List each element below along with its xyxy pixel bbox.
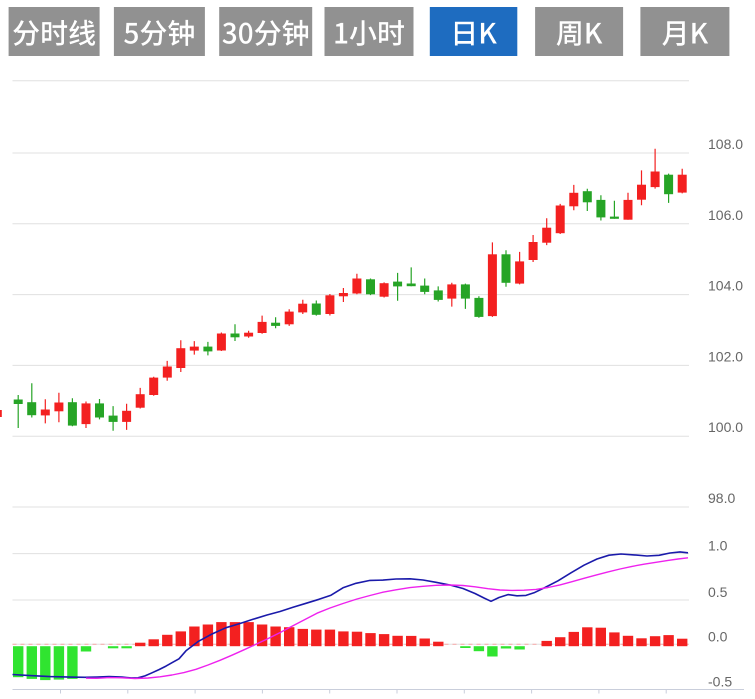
svg-text:104.0: 104.0 [708, 278, 743, 294]
svg-text:108.0: 108.0 [708, 136, 743, 152]
svg-text:0.0: 0.0 [708, 628, 728, 644]
svg-text:1.0: 1.0 [708, 538, 728, 554]
svg-text:0.5: 0.5 [708, 584, 728, 600]
svg-text:98.0: 98.0 [708, 490, 735, 506]
svg-text:106.0: 106.0 [708, 207, 743, 223]
svg-text:100.0: 100.0 [708, 419, 743, 435]
svg-text:102.0: 102.0 [708, 348, 743, 364]
svg-text:-0.5: -0.5 [708, 674, 732, 690]
